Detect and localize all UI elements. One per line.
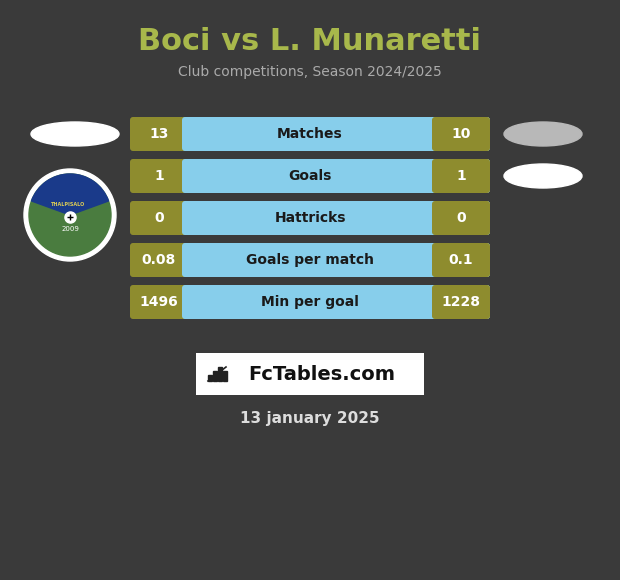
Text: 0: 0: [456, 211, 466, 225]
Text: Goals: Goals: [288, 169, 332, 183]
Text: 0.1: 0.1: [449, 253, 473, 267]
Text: FcTables.com: FcTables.com: [249, 365, 396, 385]
Ellipse shape: [504, 122, 582, 146]
Bar: [208, 375, 212, 381]
Text: Goals per match: Goals per match: [246, 253, 374, 267]
Text: 1496: 1496: [140, 295, 179, 309]
Text: 0.08: 0.08: [142, 253, 176, 267]
FancyBboxPatch shape: [182, 159, 490, 193]
Circle shape: [29, 174, 111, 256]
FancyBboxPatch shape: [432, 117, 490, 151]
FancyBboxPatch shape: [182, 285, 490, 319]
Text: Matches: Matches: [277, 127, 343, 141]
FancyBboxPatch shape: [196, 353, 424, 395]
Circle shape: [24, 169, 116, 261]
Text: Hattricks: Hattricks: [274, 211, 346, 225]
FancyBboxPatch shape: [130, 201, 490, 235]
Bar: [213, 371, 217, 381]
Text: Min per goal: Min per goal: [261, 295, 359, 309]
Ellipse shape: [31, 122, 119, 146]
Ellipse shape: [504, 164, 582, 188]
Text: 1: 1: [154, 169, 164, 183]
FancyBboxPatch shape: [432, 159, 490, 193]
Wedge shape: [32, 174, 108, 215]
FancyBboxPatch shape: [182, 117, 490, 151]
Text: 13 january 2025: 13 january 2025: [240, 411, 380, 426]
FancyBboxPatch shape: [130, 117, 490, 151]
FancyBboxPatch shape: [130, 243, 490, 277]
Text: 0: 0: [154, 211, 164, 225]
Text: 13: 13: [149, 127, 169, 141]
Bar: [223, 371, 227, 381]
Text: Club competitions, Season 2024/2025: Club competitions, Season 2024/2025: [178, 65, 442, 79]
Text: 1: 1: [456, 169, 466, 183]
FancyBboxPatch shape: [130, 285, 490, 319]
Text: 10: 10: [451, 127, 471, 141]
FancyBboxPatch shape: [182, 201, 490, 235]
FancyBboxPatch shape: [182, 243, 490, 277]
Text: 2009: 2009: [61, 226, 79, 232]
FancyBboxPatch shape: [130, 159, 490, 193]
FancyBboxPatch shape: [432, 201, 490, 235]
Text: 1228: 1228: [441, 295, 481, 309]
Circle shape: [27, 172, 113, 258]
Text: Boci vs L. Munaretti: Boci vs L. Munaretti: [138, 27, 482, 56]
FancyBboxPatch shape: [432, 285, 490, 319]
Text: THALPISALO: THALPISALO: [51, 202, 85, 208]
FancyBboxPatch shape: [432, 243, 490, 277]
Bar: [218, 367, 222, 381]
